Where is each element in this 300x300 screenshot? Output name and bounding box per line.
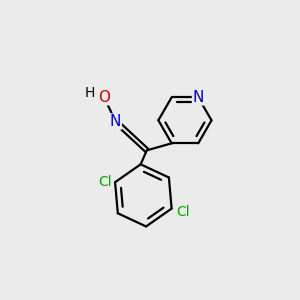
Text: O: O	[98, 90, 110, 105]
Text: N: N	[193, 90, 204, 105]
Text: Cl: Cl	[98, 175, 112, 189]
Text: H: H	[85, 86, 95, 100]
Text: Cl: Cl	[176, 205, 190, 219]
Text: N: N	[110, 114, 121, 129]
